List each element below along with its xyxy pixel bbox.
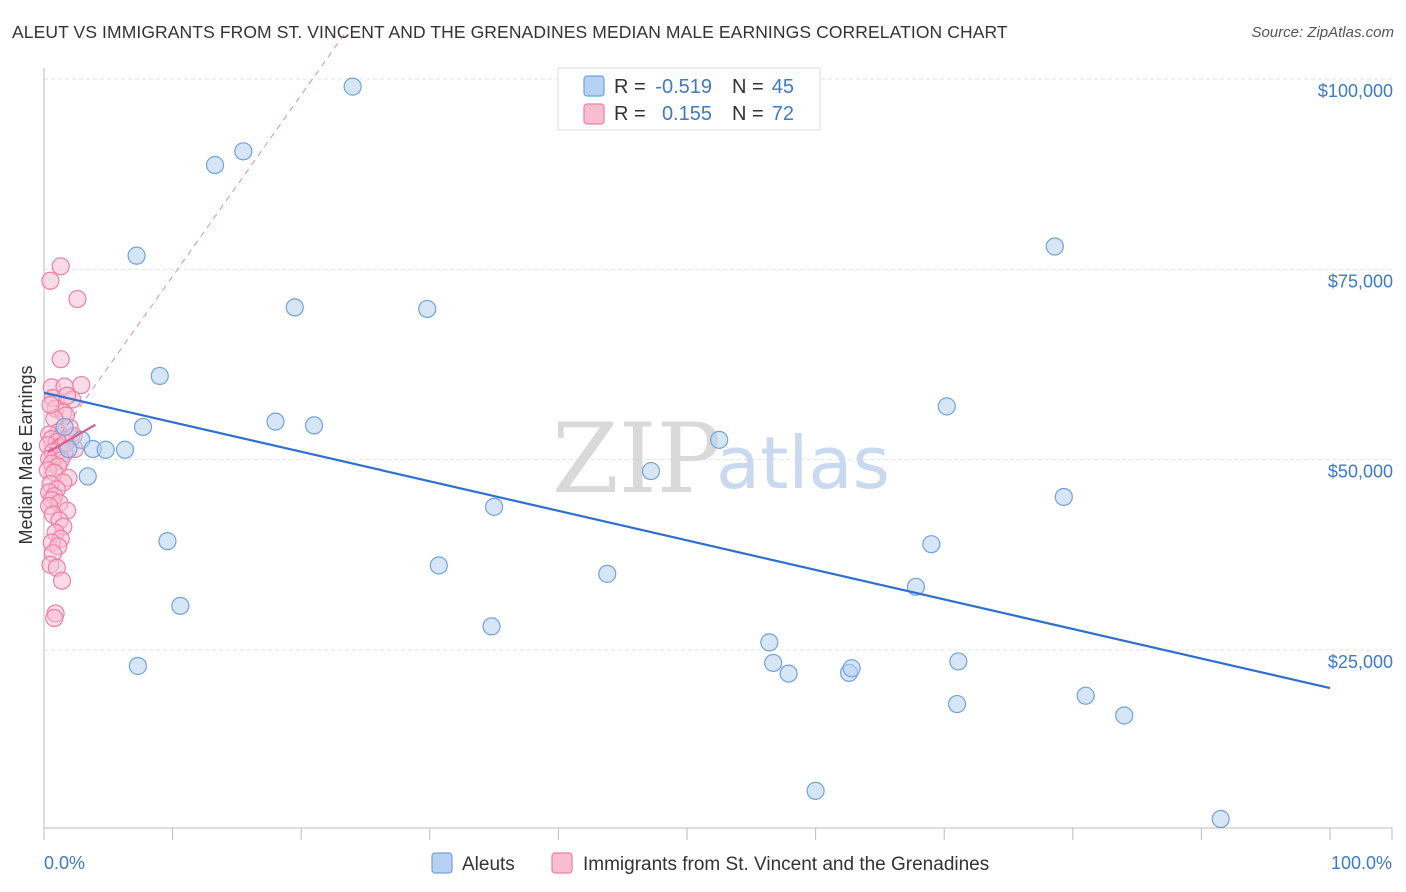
bottom-legend-swatch-svg (551, 852, 573, 874)
aleut-point-36 (949, 652, 968, 671)
stats-legend: R = -0.519 N = 45 R = 0.155 N = 72 (557, 67, 821, 131)
legend-r-label-1: R = (614, 76, 646, 98)
legend-n-value-2: 72 (772, 103, 794, 125)
aleut-point-9 (304, 416, 324, 435)
aleut-point-37 (947, 694, 967, 714)
aleut-point-28 (171, 596, 190, 615)
aleut-point-23 (158, 532, 177, 551)
aleut-point-35 (842, 659, 861, 678)
aleut-point-26 (598, 564, 617, 583)
aleut-point-14 (115, 440, 135, 459)
trend-lines (43, 33, 1331, 690)
aleut-point-3 (127, 246, 146, 265)
aleut-point-29 (482, 617, 501, 636)
legend-n-label-1: N = (732, 76, 764, 98)
aleut-point-32 (764, 653, 783, 673)
aleut-point-24 (922, 535, 941, 554)
y-tick-label-3: $100,000 (1318, 81, 1393, 101)
legend-r-value-1: -0.519 (655, 76, 712, 98)
aleut-point-18 (710, 430, 729, 449)
gridlines (44, 78, 1392, 651)
aleut-point-20 (1054, 487, 1073, 507)
legend-n-label-2: N = (732, 103, 764, 125)
series-aleuts (55, 77, 1230, 829)
watermark-atlas: atlas (716, 421, 890, 505)
trend-svg-extended (47, 33, 346, 453)
aleut-point-8 (266, 412, 285, 431)
chart-title: ALEUT VS IMMIGRANTS FROM ST. VINCENT AND… (12, 22, 1008, 42)
x-tick-label-max: 100.0% (1331, 853, 1392, 873)
y-axis-title: Median Male Earnings (16, 365, 36, 544)
legend-n-value-1: 45 (772, 76, 794, 98)
aleut-point-4 (285, 298, 304, 317)
legend-r-label-2: R = (614, 103, 646, 125)
aleut-point-38 (1076, 686, 1095, 705)
x-tick-label-min: 0.0% (44, 853, 85, 873)
trend-aleuts (43, 391, 1331, 690)
aleut-point-13 (96, 440, 115, 459)
source-label: Source: ZipAtlas.com (1251, 24, 1394, 41)
aleut-point-6 (150, 366, 169, 386)
aleut-point-39 (1115, 706, 1134, 725)
x-axis-ticks (43, 828, 1393, 840)
aleut-point-7 (133, 417, 153, 437)
aleut-point-17 (641, 461, 661, 481)
aleut-point-30 (760, 633, 779, 652)
aleut-point-1 (234, 142, 253, 161)
legend-r-value-2: 0.155 (662, 103, 712, 125)
trend-svg (47, 423, 96, 454)
aleut-point-33 (779, 664, 798, 683)
y-tick-label-2: $75,000 (1328, 271, 1393, 291)
bottom-legend-label-svg: Immigrants from St. Vincent and the Gren… (583, 854, 989, 875)
series-legend: Aleuts Immigrants from St. Vincent and t… (431, 852, 989, 875)
y-tick-label-1: $50,000 (1328, 462, 1393, 482)
y-tick-labels: $25,000 $50,000 $75,000 $100,000 (1318, 81, 1393, 672)
aleut-point-22 (485, 497, 504, 516)
aleut-point-16 (78, 467, 97, 486)
bottom-legend-label-aleuts: Aleuts (462, 854, 515, 875)
aleut-point-21 (1045, 237, 1064, 256)
legend-swatch-svg (583, 103, 605, 125)
aleut-point-2 (205, 155, 225, 175)
aleut-point-5 (418, 299, 437, 319)
y-tick-label-0: $25,000 (1328, 652, 1393, 672)
aleut-point-25 (429, 556, 448, 575)
aleut-point-19 (937, 397, 956, 416)
aleut-point-41 (1211, 809, 1230, 829)
watermark-zip: ZIP (552, 403, 721, 515)
aleut-point-0 (343, 77, 362, 96)
aleut-point-31 (128, 656, 147, 676)
legend-swatch-aleuts (583, 75, 605, 97)
aleut-point-40 (806, 781, 825, 800)
aleut-point-10 (55, 417, 74, 437)
series-immigrants-svg (38, 257, 91, 628)
watermark: ZIP atlas (552, 403, 890, 515)
bottom-legend-swatch-aleuts (431, 852, 453, 874)
